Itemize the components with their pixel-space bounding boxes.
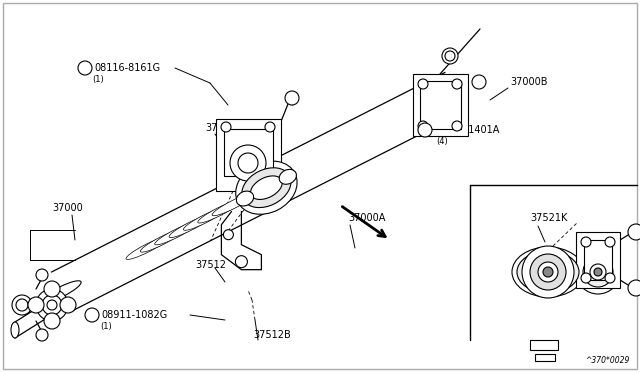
Ellipse shape — [212, 193, 255, 216]
Text: W: W — [422, 128, 428, 132]
Bar — [413, 74, 468, 136]
Circle shape — [605, 273, 615, 283]
Text: 08911-1082G: 08911-1082G — [101, 310, 167, 320]
Circle shape — [78, 61, 92, 75]
Bar — [584, 240, 612, 280]
Circle shape — [418, 123, 432, 137]
Circle shape — [418, 121, 428, 131]
Text: 08116-8161G: 08116-8161G — [94, 63, 160, 73]
Bar — [224, 129, 273, 176]
Circle shape — [442, 48, 458, 64]
Ellipse shape — [236, 191, 253, 206]
Circle shape — [265, 122, 275, 132]
Text: B: B — [83, 65, 88, 71]
Circle shape — [418, 79, 428, 89]
Circle shape — [530, 254, 566, 290]
Circle shape — [472, 75, 486, 89]
Text: 37511: 37511 — [205, 123, 236, 133]
Ellipse shape — [517, 251, 579, 293]
Circle shape — [590, 264, 606, 280]
Circle shape — [44, 313, 60, 329]
Text: (1): (1) — [92, 74, 104, 83]
Ellipse shape — [42, 281, 81, 302]
Circle shape — [605, 237, 615, 247]
Circle shape — [221, 122, 231, 132]
Circle shape — [36, 269, 48, 281]
Circle shape — [522, 246, 574, 298]
Circle shape — [452, 79, 462, 89]
Text: 37000A: 37000A — [348, 213, 385, 223]
Circle shape — [36, 329, 48, 341]
Circle shape — [581, 273, 591, 283]
Ellipse shape — [126, 237, 169, 259]
Circle shape — [581, 237, 591, 247]
Ellipse shape — [236, 161, 297, 214]
Circle shape — [538, 262, 558, 282]
Text: ^370*0029: ^370*0029 — [586, 356, 630, 365]
Text: 37525: 37525 — [530, 253, 561, 263]
Text: (1): (1) — [100, 321, 112, 330]
Ellipse shape — [184, 208, 227, 230]
Circle shape — [576, 250, 620, 294]
Ellipse shape — [169, 215, 212, 238]
Bar — [576, 232, 620, 288]
Text: 37521K: 37521K — [530, 213, 568, 223]
Circle shape — [238, 153, 258, 173]
Text: 37000: 37000 — [52, 203, 83, 213]
Circle shape — [628, 224, 640, 240]
Text: 37512: 37512 — [195, 260, 226, 270]
Bar — [535, 354, 555, 361]
Circle shape — [42, 295, 62, 315]
Bar — [530, 340, 558, 350]
Circle shape — [223, 230, 234, 240]
Circle shape — [594, 268, 602, 276]
Circle shape — [60, 297, 76, 313]
Ellipse shape — [11, 322, 19, 338]
Circle shape — [230, 145, 266, 181]
Ellipse shape — [512, 247, 584, 297]
Circle shape — [452, 121, 462, 131]
Circle shape — [285, 91, 299, 105]
Ellipse shape — [140, 229, 183, 252]
Circle shape — [36, 289, 68, 321]
Text: N: N — [89, 312, 95, 318]
Ellipse shape — [279, 169, 296, 184]
Circle shape — [28, 297, 44, 313]
Ellipse shape — [155, 222, 198, 245]
Bar — [420, 81, 461, 129]
Circle shape — [583, 257, 613, 287]
Text: 37512B: 37512B — [253, 330, 291, 340]
Circle shape — [543, 267, 553, 277]
Circle shape — [44, 281, 60, 297]
Circle shape — [236, 256, 248, 268]
Circle shape — [85, 308, 99, 322]
Ellipse shape — [198, 200, 241, 223]
Text: 08915-1401A: 08915-1401A — [434, 125, 499, 135]
Circle shape — [47, 300, 57, 310]
Circle shape — [628, 280, 640, 296]
Bar — [216, 119, 281, 191]
Ellipse shape — [242, 168, 291, 208]
Text: (4): (4) — [436, 137, 448, 145]
Text: 37000B: 37000B — [510, 77, 547, 87]
Ellipse shape — [251, 176, 282, 199]
